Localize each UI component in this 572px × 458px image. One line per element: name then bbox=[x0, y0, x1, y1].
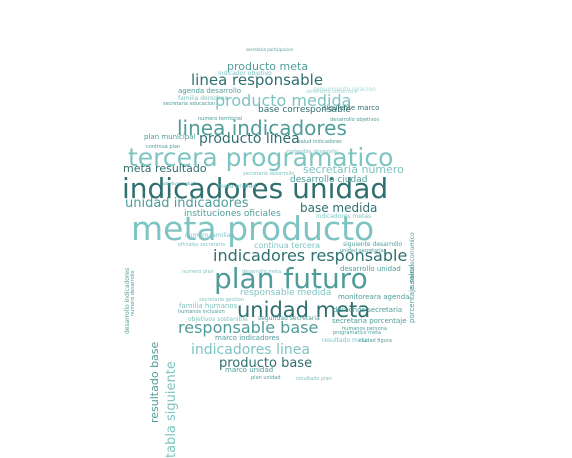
cloud-word: marco indicadores bbox=[215, 334, 280, 342]
cloud-word: indicadores responsable bbox=[213, 246, 408, 265]
cloud-word: continua plan bbox=[146, 144, 181, 150]
cloud-word: instituciones oficiales bbox=[184, 209, 281, 219]
cloud-word: meta resultado bbox=[123, 162, 207, 175]
cloud-word: desarrollo objetivos bbox=[330, 117, 379, 123]
cloud-word: humanos persona bbox=[342, 326, 387, 332]
cloud-word: sostenible desarrollo bbox=[286, 149, 338, 155]
cloud-word: linea indicadores bbox=[177, 116, 347, 140]
cloud-word: numero desarrollo bbox=[130, 270, 136, 316]
cloud-word: responsable medida bbox=[240, 288, 332, 298]
cloud-word: producto medida bbox=[215, 91, 352, 110]
cloud-word: producto meta bbox=[227, 60, 309, 73]
cloud-word: producto linea bbox=[199, 131, 300, 147]
cloud-word: tabla siguiente bbox=[164, 361, 179, 458]
cloud-word: plan municipal bbox=[144, 133, 196, 141]
cloud-word: desarrollo meta bbox=[242, 269, 282, 275]
cloud-word: objetivos sostenible bbox=[188, 316, 248, 323]
cloud-word: indicadores metas bbox=[316, 213, 372, 220]
cloud-word: derechos secretaria bbox=[333, 306, 403, 314]
cloud-word: ciudad figura bbox=[359, 338, 392, 344]
cloud-word: continua tercera bbox=[254, 241, 320, 250]
cloud-word: salud indicadores bbox=[298, 139, 342, 145]
cloud-word: marco unidad bbox=[225, 366, 274, 374]
cloud-word: seguridad secretaria bbox=[258, 315, 320, 322]
cloud-word: desarrollo unidad bbox=[340, 265, 401, 273]
cloud-word: linea responsable bbox=[191, 71, 324, 89]
cloud-word: familia humanos bbox=[179, 302, 238, 310]
cloud-word: secretaria numero bbox=[303, 163, 404, 176]
cloud-word: unidad indicadores bbox=[125, 196, 249, 211]
cloud-word: numero territorial bbox=[198, 116, 243, 122]
cloud-word: agenda desarrollo bbox=[178, 87, 242, 95]
cloud-word: numero economico bbox=[409, 231, 416, 290]
cloud-word: meta unidad bbox=[218, 183, 257, 190]
cloud-word: plan futuro bbox=[214, 262, 368, 295]
word-cloud: meta producto indicadores unidad plan futu… bbox=[122, 47, 416, 458]
cloud-word: humanos inclusion bbox=[178, 309, 225, 315]
cloud-word: tercera programatico bbox=[128, 143, 394, 172]
cloud-word: seguimiento relacion bbox=[313, 86, 376, 93]
cloud-word: unidad meta bbox=[237, 298, 371, 322]
cloud-word: desarrollo sostenible bbox=[306, 89, 358, 95]
cloud-word: numero familia bbox=[185, 232, 231, 239]
cloud-word: resultado base bbox=[148, 342, 161, 424]
cloud-word: programatico meta bbox=[333, 330, 382, 336]
cloud-word: base medida bbox=[300, 201, 378, 215]
cloud-word: responsable base bbox=[178, 318, 319, 337]
cloud-word: secretaria desarrollo bbox=[243, 171, 295, 177]
cloud-word: base corresponsable bbox=[258, 105, 351, 115]
cloud-word: monitoreara agenda bbox=[338, 293, 410, 301]
cloud-word: producto base bbox=[219, 356, 313, 371]
cloud-word: resultado plan bbox=[296, 376, 332, 382]
cloud-word: oficiales secretaria bbox=[178, 242, 226, 248]
cloud-word: familia derechos bbox=[178, 95, 228, 102]
cloud-word: objetivo producto bbox=[163, 181, 199, 186]
cloud-word: indicadores linea bbox=[191, 342, 310, 358]
cloud-word: unidad secretaria bbox=[340, 248, 384, 254]
cloud-word: indicadores unidad bbox=[122, 172, 389, 205]
cloud-word: numero plan bbox=[182, 269, 214, 275]
cloud-word: secretaria participacion bbox=[246, 47, 294, 52]
cloud-word: resultado meta bbox=[322, 337, 368, 344]
cloud-word: plan unidad bbox=[251, 375, 281, 381]
cloud-word: desarrollo ciudad bbox=[290, 175, 368, 185]
cloud-word: secretaria porcentaje bbox=[332, 317, 407, 325]
cloud-word: secretaria educacion bbox=[163, 101, 216, 107]
cloud-word: siguiente desarrollo bbox=[343, 241, 403, 248]
cloud-word: indicador objetivo bbox=[218, 70, 272, 77]
cloud-word: siguiente marco bbox=[323, 104, 380, 112]
cloud-word: meta producto bbox=[131, 209, 375, 248]
cloud-word: secretaria gestion bbox=[199, 297, 245, 303]
